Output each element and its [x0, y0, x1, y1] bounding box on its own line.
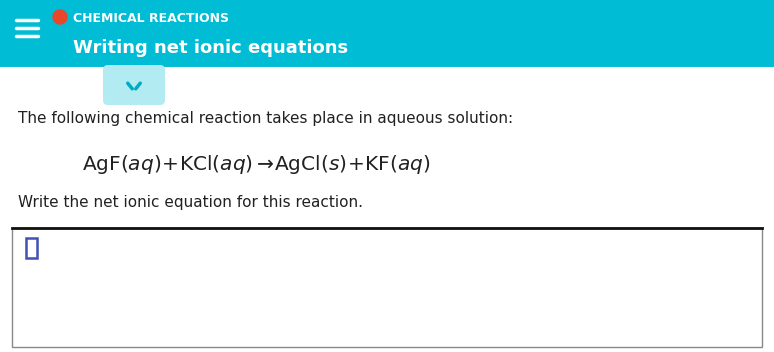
Text: Write the net ionic equation for this reaction.: Write the net ionic equation for this re… — [18, 195, 363, 210]
Bar — [26, 238, 37, 258]
Text: Writing net ionic equations: Writing net ionic equations — [73, 39, 348, 57]
Bar — [12, 228, 762, 347]
Text: $\mathrm{AgF}(aq)\!+\!\mathrm{KCl}(aq)\rightarrow\!\mathrm{AgCl}(s)\!+\!\mathrm{: $\mathrm{AgF}(aq)\!+\!\mathrm{KCl}(aq)\r… — [82, 153, 430, 176]
Text: The following chemical reaction takes place in aqueous solution:: The following chemical reaction takes pl… — [18, 111, 513, 126]
Bar — [0, 0, 774, 68]
Text: CHEMICAL REACTIONS: CHEMICAL REACTIONS — [73, 12, 229, 25]
FancyBboxPatch shape — [103, 65, 165, 105]
Circle shape — [53, 10, 67, 24]
